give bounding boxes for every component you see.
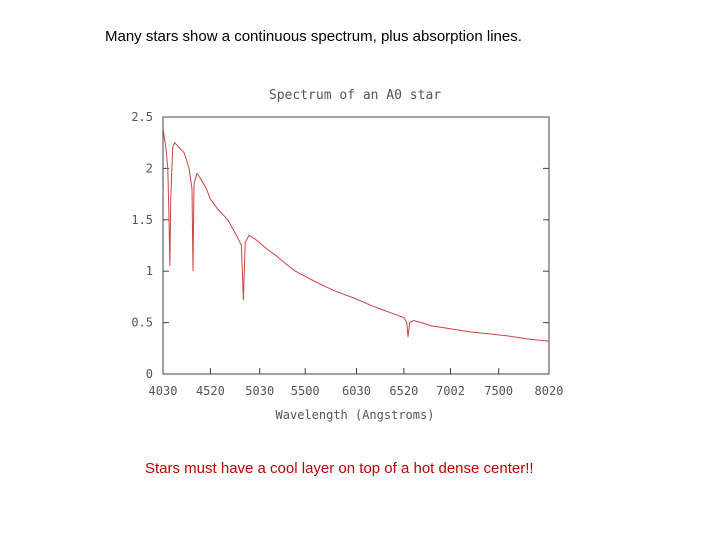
x-tick-label: 7500 [484,384,513,398]
y-tick-label: 0.5 [131,316,153,330]
x-axis-label: Wavelength (Angstroms) [276,408,435,422]
plot-frame [162,116,550,375]
x-tick-label: 4520 [196,384,225,398]
x-tick-label: 7002 [436,384,465,398]
slide-title: Many stars show a continuous spectrum, p… [105,28,522,45]
x-tick-label: 6030 [342,384,371,398]
y-tick-label: 1 [146,264,153,278]
y-axis: 0 0.5 1 1.5 2 2.5 [131,110,549,381]
x-axis: 4030 4520 5030 5500 6030 6520 7002 7500 8020 [149,368,564,398]
chart-title: Spectrum of an A0 star [269,88,441,103]
y-tick-label: 1.5 [131,213,153,227]
spectrum-line [162,127,550,342]
y-tick-label: 2 [146,161,153,175]
x-tick-label: 4030 [149,384,178,398]
x-tick-label: 6520 [389,384,418,398]
x-tick-label: 8020 [535,384,564,398]
caption: Stars must have a cool layer on top of a… [145,460,534,477]
x-tick-label: 5030 [245,384,274,398]
y-tick-label: 2.5 [131,110,153,124]
y-tick-label: 0 [146,367,153,381]
x-tick-label: 5500 [291,384,320,398]
